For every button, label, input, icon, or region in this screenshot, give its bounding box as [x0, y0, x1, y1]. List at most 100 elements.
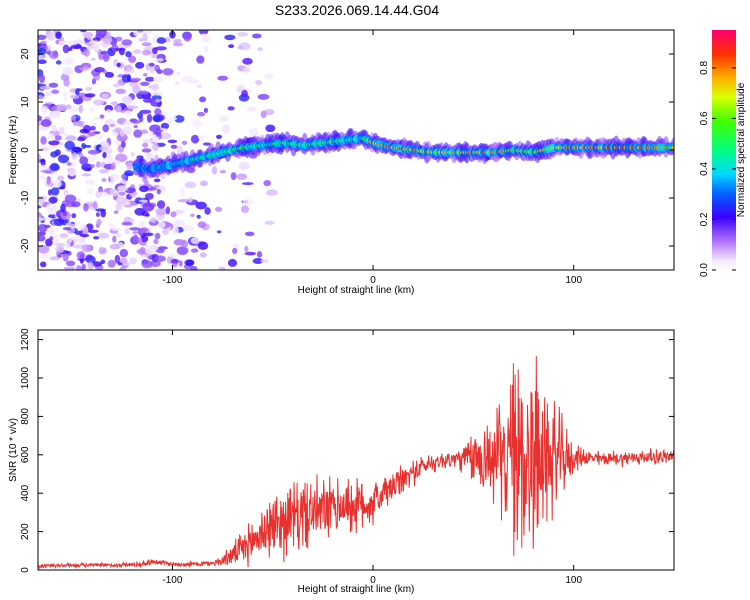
x-tick-label: -100: [162, 575, 182, 586]
heatmap-noise-cell: [218, 266, 226, 270]
heatmap-noise-cell: [109, 173, 121, 181]
heatmap-noise-cell: [152, 143, 159, 151]
y-tick-label: 600: [20, 446, 31, 463]
heatmap-noise-cell: [134, 207, 146, 216]
heatmap-noise-cell: [64, 133, 69, 137]
heatmap-noise-cell: [80, 30, 87, 33]
heatmap-noise-cell: [150, 53, 159, 59]
colorbar-tick-label: 0.8: [699, 61, 710, 75]
x-tick-label: 0: [370, 275, 376, 286]
heatmap-noise-cell: [38, 47, 47, 56]
heatmap-noise-cell: [211, 166, 218, 175]
heatmap-noise-cell: [132, 85, 141, 94]
heatmap-noise-cell: [62, 44, 70, 54]
heatmap-noise-cell: [119, 266, 127, 270]
heatmap-noise-cell: [137, 30, 144, 33]
heatmap-noise-cell: [146, 113, 153, 123]
heatmap-noise-cell: [116, 133, 128, 142]
heatmap-noise-cell: [72, 239, 77, 243]
heatmap-noise-cell: [62, 60, 74, 65]
colorbar-tick-label: 0.2: [699, 212, 710, 226]
heatmap-noise-cell: [256, 251, 263, 258]
heatmap-noise-cell: [236, 173, 248, 180]
heatmap-noise-cell: [81, 173, 92, 177]
heatmap-noise-cell: [70, 94, 80, 100]
heatmap-noise-cell: [264, 220, 275, 225]
heatmap-noise-cell: [65, 222, 73, 226]
heatmap-noise-cell: [88, 40, 100, 44]
heatmap-noise-cell: [263, 180, 272, 187]
heatmap-noise-cell: [79, 257, 84, 264]
heatmap-noise-cell: [170, 211, 177, 218]
heatmap-noise-cell: [71, 147, 83, 153]
heatmap-noise-cell: [181, 140, 188, 145]
heatmap-noise-cell: [57, 154, 70, 164]
heatmap-noise-cell: [124, 170, 134, 177]
heatmap-noise-cell: [89, 107, 96, 113]
heatmap-noise-cell: [230, 172, 237, 181]
heatmap-noise-cell: [55, 60, 62, 65]
heatmap-noise-cell: [133, 124, 138, 129]
heatmap-noise-cell: [139, 241, 147, 246]
heatmap-noise-cell: [95, 30, 107, 37]
heatmap-noise-cell: [252, 258, 264, 264]
heatmap-noise-cell: [149, 187, 158, 191]
heatmap-noise-cell: [110, 162, 116, 171]
heatmap-noise-cell: [137, 237, 143, 244]
heatmap-noise-cell: [38, 54, 46, 59]
heatmap-noise-cell: [141, 235, 149, 243]
heatmap-noise-cell: [145, 152, 153, 160]
heatmap-noise-cell: [238, 162, 250, 170]
figure-title: S233.2026.069.14.44.G04: [275, 2, 439, 18]
heatmap-noise-cell: [88, 132, 96, 136]
heatmap-noise-cell: [38, 95, 44, 100]
heatmap-noise-cell: [123, 120, 132, 126]
heatmap-noise-cell: [143, 73, 148, 77]
heatmap-noise-cell: [145, 76, 155, 82]
heatmap-noise-cell: [251, 33, 262, 39]
heatmap-noise-cell: [38, 115, 43, 122]
heatmap-noise-cell: [87, 153, 97, 162]
heatmap-noise-cell: [95, 47, 100, 52]
heatmap-noise-cell: [48, 82, 59, 88]
heatmap-noise-cell: [45, 145, 57, 150]
heatmap-noise-cell: [141, 49, 152, 56]
heatmap-noise-cell: [148, 131, 154, 137]
y-tick-label: -20: [20, 238, 31, 253]
heatmap-noise-cell: [215, 206, 223, 212]
colorbar-label: Normalized spectral amplitude: [736, 82, 747, 217]
heatmap-noise-cell: [244, 251, 257, 256]
heatmap-noise-cell: [72, 120, 81, 127]
heatmap-noise-cell: [82, 66, 90, 71]
heatmap-noise-cell: [89, 125, 96, 131]
heatmap-noise-cell: [241, 89, 248, 98]
spectrogram-ylabel: Frequency (Hz): [8, 116, 19, 185]
heatmap-noise-cell: [38, 164, 49, 170]
heatmap-noise-cell: [148, 62, 155, 67]
heatmap-noise-cell: [141, 260, 153, 268]
heatmap-noise-cell: [38, 153, 41, 163]
heatmap-noise-cell: [47, 32, 56, 41]
heatmap-noise-cell: [38, 244, 50, 254]
heatmap-noise-cell: [122, 110, 133, 117]
heatmap-noise-cell: [255, 79, 262, 86]
heatmap-noise-cell: [152, 114, 163, 123]
heatmap-noise-cell: [115, 196, 127, 206]
heatmap-noise-cell: [265, 124, 276, 133]
heatmap-noise-cell: [40, 169, 52, 173]
y-tick-label: 400: [20, 484, 31, 501]
heatmap-noise-cell: [133, 129, 143, 138]
heatmap-noise-cell: [96, 134, 103, 140]
heatmap-noise-cell: [173, 39, 182, 44]
heatmap-noise-cell: [196, 214, 201, 219]
heatmap-noise-cell: [190, 213, 195, 218]
heatmap-noise-cell: [39, 85, 51, 90]
heatmap-noise-cell: [86, 33, 93, 41]
heatmap-noise-cell: [190, 237, 200, 245]
colorbar-gradient: [712, 30, 736, 270]
heatmap-noise-cell: [189, 79, 200, 84]
heatmap-noise-cell: [153, 136, 159, 143]
heatmap-noise-cell: [95, 208, 106, 212]
